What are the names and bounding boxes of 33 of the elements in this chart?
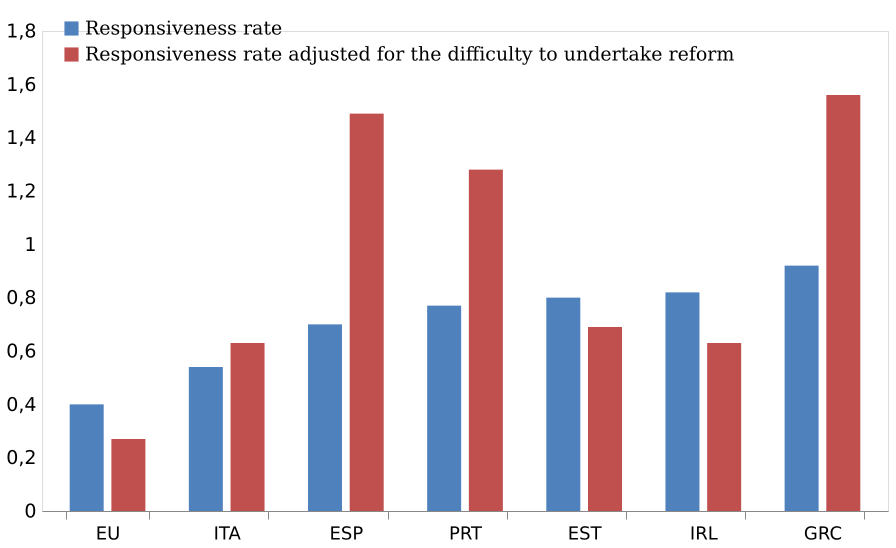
x-tick-label: ESP — [330, 524, 364, 544]
y-tick-label: 0,6 — [6, 340, 36, 362]
y-tick-label: 0,2 — [6, 447, 36, 470]
legend-label: Responsiveness rate adjusted for the difficulty to undertake reform — [85, 44, 734, 66]
bar — [350, 114, 384, 511]
bar — [188, 367, 223, 511]
y-tick-label: 1,4 — [6, 127, 36, 150]
x-tick-label: EU — [96, 524, 120, 544]
bar — [308, 324, 342, 511]
bar — [588, 327, 622, 511]
bar — [826, 95, 860, 511]
bar — [784, 266, 819, 511]
y-tick-label: 1 — [24, 234, 36, 256]
x-tick-label: EST — [568, 524, 603, 544]
y-tick-label: 1,2 — [6, 180, 36, 202]
bar — [111, 439, 146, 511]
bar — [70, 404, 104, 511]
y-tick-label: 1,6 — [6, 74, 36, 96]
x-tick-label: GRC — [804, 524, 842, 544]
y-tick-label: 0,8 — [6, 287, 36, 310]
bar — [230, 343, 265, 511]
x-tick-label: ITA — [214, 524, 242, 544]
bar — [468, 170, 503, 511]
bar — [427, 306, 462, 511]
y-tick-label: 1,8 — [6, 20, 36, 42]
bar — [707, 343, 742, 511]
y-tick-label: 0 — [24, 500, 36, 522]
y-tick-label: 0,4 — [6, 394, 36, 416]
bar — [665, 292, 700, 511]
x-tick-label: IRL — [690, 524, 718, 544]
x-tick-label: PRT — [448, 524, 484, 544]
legend-label: Responsiveness rate — [85, 18, 282, 40]
bar — [546, 298, 580, 511]
